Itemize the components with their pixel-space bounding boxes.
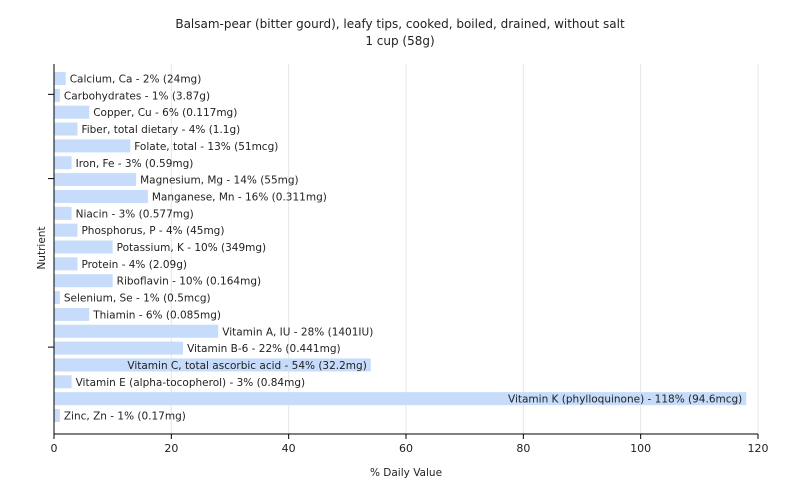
x-tick-label: 0 xyxy=(51,442,58,455)
bar xyxy=(54,156,72,170)
x-ticks-group: 0 20 40 60 80 100 120 xyxy=(51,434,769,455)
bar xyxy=(54,409,60,422)
bar-label: Riboflavin - 10% (0.164mg) xyxy=(117,276,261,288)
bar xyxy=(54,88,60,102)
bar-label: Vitamin E (alpha-tocopherol) - 3% (0.84m… xyxy=(76,377,306,389)
bar-label: Manganese, Mn - 16% (0.311mg) xyxy=(152,191,327,203)
bar-label: Copper, Cu - 6% (0.117mg) xyxy=(93,107,237,119)
bar xyxy=(54,240,113,254)
bar-label: Magnesium, Mg - 14% (55mg) xyxy=(140,175,299,187)
bar-label: Phosphorus, P - 4% (45mg) xyxy=(81,225,224,237)
bar xyxy=(54,291,60,305)
x-tick-label: 60 xyxy=(399,442,413,455)
bar xyxy=(54,105,90,119)
bar-label: Vitamin K (phylloquinone) - 118% (94.6mc… xyxy=(508,394,742,406)
bar-label: Vitamin C, total ascorbic acid - 54% (32… xyxy=(127,360,366,372)
bar xyxy=(54,392,747,406)
bar-label: Folate, total - 13% (51mcg) xyxy=(134,141,278,153)
bar xyxy=(54,223,78,237)
bar xyxy=(54,358,371,372)
y-axis-title: Nutrient xyxy=(36,226,48,269)
bar xyxy=(54,206,72,220)
bar xyxy=(54,257,78,271)
bar-label: Iron, Fe - 3% (0.59mg) xyxy=(76,158,194,170)
x-axis-title: % Daily Value xyxy=(370,467,442,479)
x-tick-label: 80 xyxy=(516,442,530,455)
x-tick-label: 40 xyxy=(282,442,296,455)
bar xyxy=(54,189,148,203)
bar-label: Niacin - 3% (0.577mg) xyxy=(76,208,194,220)
x-tick-label: 20 xyxy=(164,442,178,455)
x-tick-label: 100 xyxy=(630,442,651,455)
grid-lines xyxy=(170,64,759,434)
bars-group: Calcium, Ca - 2% (24mg) Carbohydrates - 1… xyxy=(54,72,747,423)
bar-label: Calcium, Ca - 2% (24mg) xyxy=(70,74,202,86)
bar xyxy=(54,122,78,136)
bar-label: Protein - 4% (2.09g) xyxy=(81,259,187,271)
chart-title: Balsam-pear (bitter gourd), leafy tips, … xyxy=(175,17,625,31)
bar-label: Selenium, Se - 1% (0.5mcg) xyxy=(64,293,211,305)
bar-label: Vitamin A, IU - 28% (1401IU) xyxy=(222,326,373,338)
bar-label: Carbohydrates - 1% (3.87g) xyxy=(64,90,210,102)
chart-subtitle: 1 cup (58g) xyxy=(365,34,434,48)
bar-label: Zinc, Zn - 1% (0.17mg) xyxy=(64,411,186,423)
bar xyxy=(54,72,66,85)
bar-label: Potassium, K - 10% (349mg) xyxy=(117,242,267,254)
bar xyxy=(54,307,90,321)
bar xyxy=(54,173,137,187)
x-tick-label: 120 xyxy=(748,442,769,455)
bar-label: Thiamin - 6% (0.085mg) xyxy=(92,309,221,321)
bar-label: Fiber, total dietary - 4% (1.1g) xyxy=(81,124,240,136)
bar xyxy=(54,139,131,153)
bar-label: Vitamin B-6 - 22% (0.441mg) xyxy=(187,343,341,355)
bar xyxy=(54,341,184,355)
bar xyxy=(54,274,113,288)
bar xyxy=(54,375,72,389)
bar xyxy=(54,324,219,338)
